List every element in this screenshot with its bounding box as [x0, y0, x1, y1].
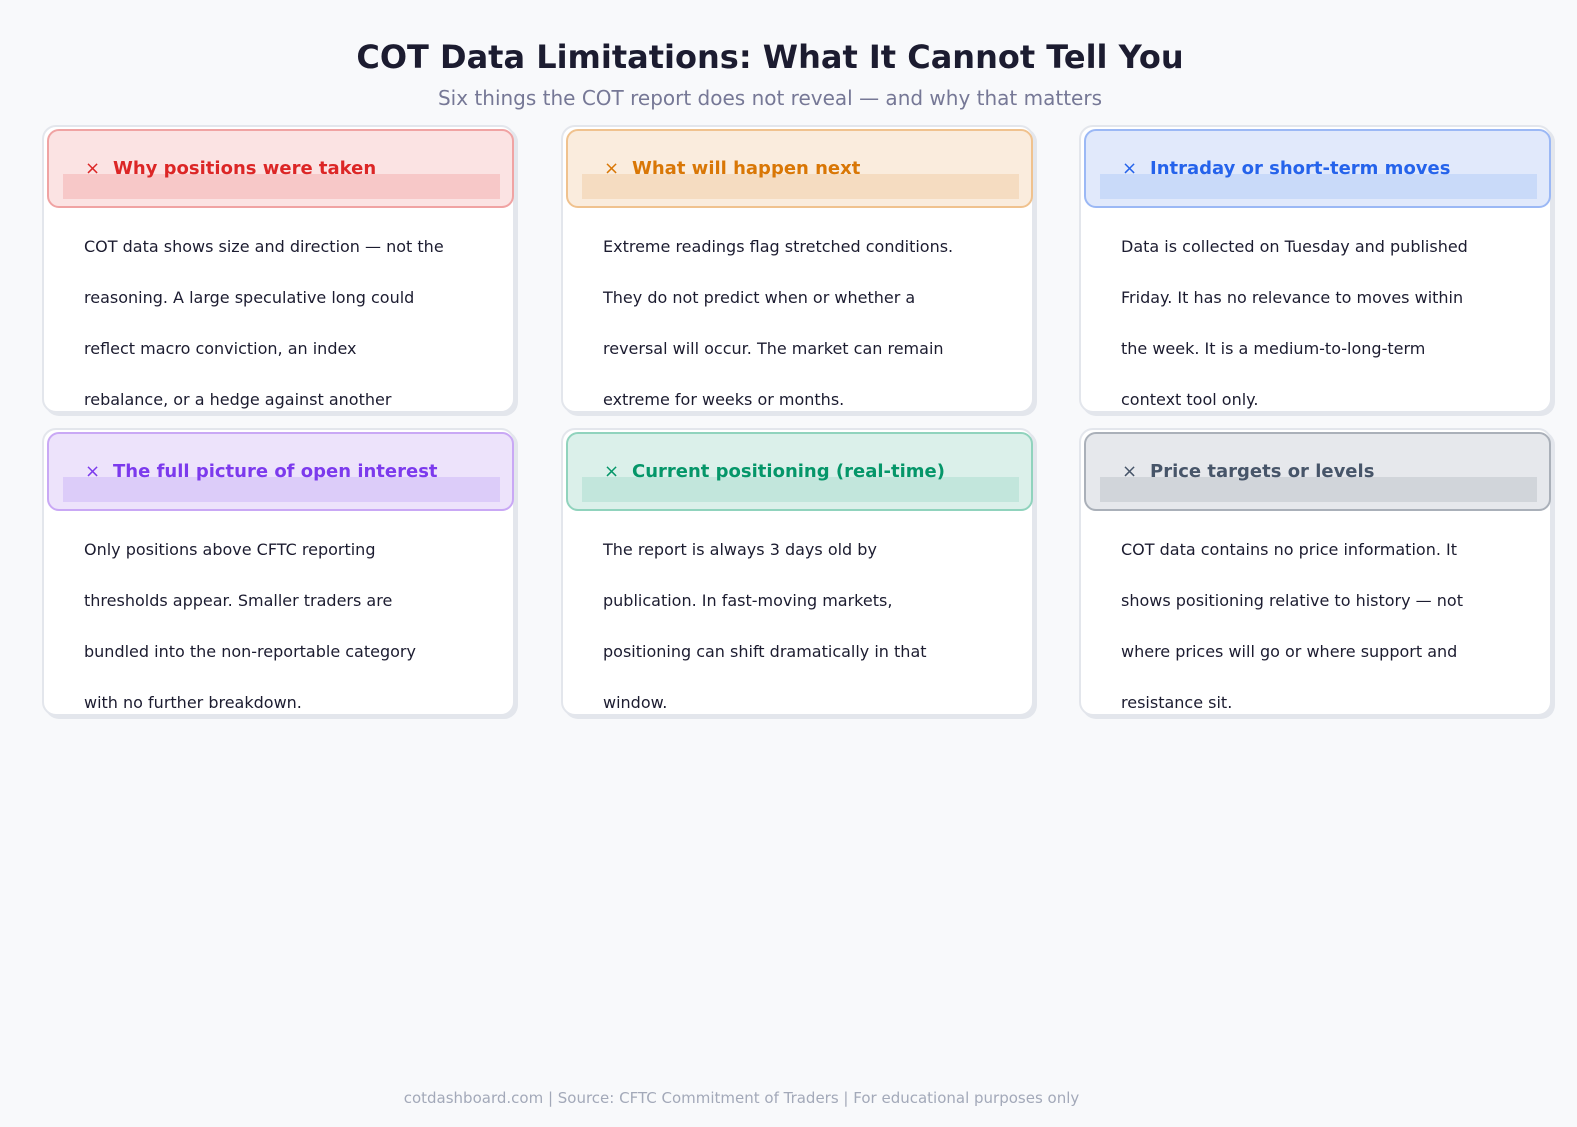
limitation-card: × The full picture of open interest Only p…	[42, 428, 515, 716]
limitation-card: × Price targets or levels COT data contain…	[1079, 428, 1552, 716]
card-body-line: rebalance, or a hedge against another	[84, 390, 392, 409]
card-header: × Price targets or levels	[1084, 432, 1551, 511]
footer-note: cotdashboard.com | Source: CFTC Commitme…	[403, 1089, 1080, 1107]
card-body: The report is always 3 days old by public…	[603, 524, 1023, 728]
card-title: × Intraday or short-term moves	[1122, 158, 1450, 179]
card-body-line: window.	[603, 693, 668, 712]
card-title-text: Intraday or short-term moves	[1150, 158, 1451, 179]
limitation-card: × Intraday or short-term moves Data is col…	[1079, 125, 1552, 413]
card-body-line: shows positioning relative to history — …	[1121, 591, 1463, 610]
page-title: COT Data Limitations: What It Cannot Tel…	[356, 38, 1184, 76]
cross-icon: ×	[1122, 158, 1138, 179]
card-header: × Intraday or short-term moves	[1084, 129, 1551, 208]
card-title: × The full picture of open interest	[85, 461, 438, 482]
card-body: Only positions above CFTC reporting thres…	[84, 524, 504, 728]
card-title: × What will happen next	[604, 158, 860, 179]
card-body-line: The report is always 3 days old by	[603, 540, 877, 559]
limitation-card: × Why positions were taken COT data shows …	[42, 125, 515, 460]
card-header: × What will happen next	[566, 129, 1033, 208]
header-band	[582, 477, 1019, 502]
card-header: × Why positions were taken	[47, 129, 514, 208]
cross-icon: ×	[604, 461, 620, 482]
card-title-text: Current positioning (real-time)	[632, 461, 945, 482]
card-body-line: bundled into the non-reportable category	[84, 642, 416, 661]
card-title-text: What will happen next	[632, 158, 861, 179]
header-band	[582, 174, 1019, 199]
card-body-line: Friday. It has no relevance to moves wit…	[1121, 288, 1464, 307]
card-title: × Why positions were taken	[85, 158, 376, 179]
page-subtitle: Six things the COT report does not revea…	[437, 86, 1102, 110]
card-body: Data is collected on Tuesday and publish…	[1121, 221, 1541, 425]
card-body-line: resistance sit.	[1121, 693, 1233, 712]
header-band	[63, 174, 500, 199]
card-body-line: positioning can shift dramatically in th…	[603, 642, 927, 661]
card-body-line: where prices will go or where support an…	[1121, 642, 1458, 661]
cross-icon: ×	[604, 158, 620, 179]
limitation-card: × What will happen next Extreme readings f…	[561, 125, 1034, 413]
card-body-line: COT data shows size and direction — not …	[84, 237, 444, 256]
card-body-line: COT data contains no price information. …	[1121, 540, 1457, 559]
cross-icon: ×	[85, 158, 101, 179]
card-body-line: extreme for weeks or months.	[603, 390, 845, 409]
card-title-text: The full picture of open interest	[113, 461, 438, 482]
card-header: × Current positioning (real-time)	[566, 432, 1033, 511]
card-body-line: the week. It is a medium-to-long-term	[1121, 339, 1426, 358]
card-title: × Price targets or levels	[1122, 461, 1374, 482]
card-body-line: reasoning. A large speculative long coul…	[84, 288, 415, 307]
cross-icon: ×	[85, 461, 101, 482]
card-body-line: thresholds appear. Smaller traders are	[84, 591, 393, 610]
card-body-line: Extreme readings flag stretched conditio…	[603, 237, 954, 256]
card-body: Extreme readings flag stretched conditio…	[603, 221, 1023, 425]
header-band	[1100, 477, 1537, 502]
card-title: × Current positioning (real-time)	[604, 461, 945, 482]
card-body-line: Only positions above CFTC reporting	[84, 540, 376, 559]
card-header: × The full picture of open interest	[47, 432, 514, 511]
card-title-text: Price targets or levels	[1150, 461, 1375, 482]
card-body-line: with no further breakdown.	[84, 693, 302, 712]
header-band	[1100, 174, 1537, 199]
cross-icon: ×	[1122, 461, 1138, 482]
card-body-line: They do not predict when or whether a	[603, 288, 916, 307]
card-body-line: context tool only.	[1121, 390, 1259, 409]
card-body-line: reversal will occur. The market can rema…	[603, 339, 944, 358]
card-body-line: Data is collected on Tuesday and publish…	[1121, 237, 1468, 256]
card-body-line: publication. In fast-moving markets,	[603, 591, 893, 610]
limitation-card: × Current positioning (real-time) The repo…	[561, 428, 1034, 716]
card-body-line: reflect macro conviction, an index	[84, 339, 357, 358]
card-body: COT data contains no price information. …	[1121, 524, 1541, 728]
header-band	[63, 477, 500, 502]
card-title-text: Why positions were taken	[113, 158, 377, 179]
